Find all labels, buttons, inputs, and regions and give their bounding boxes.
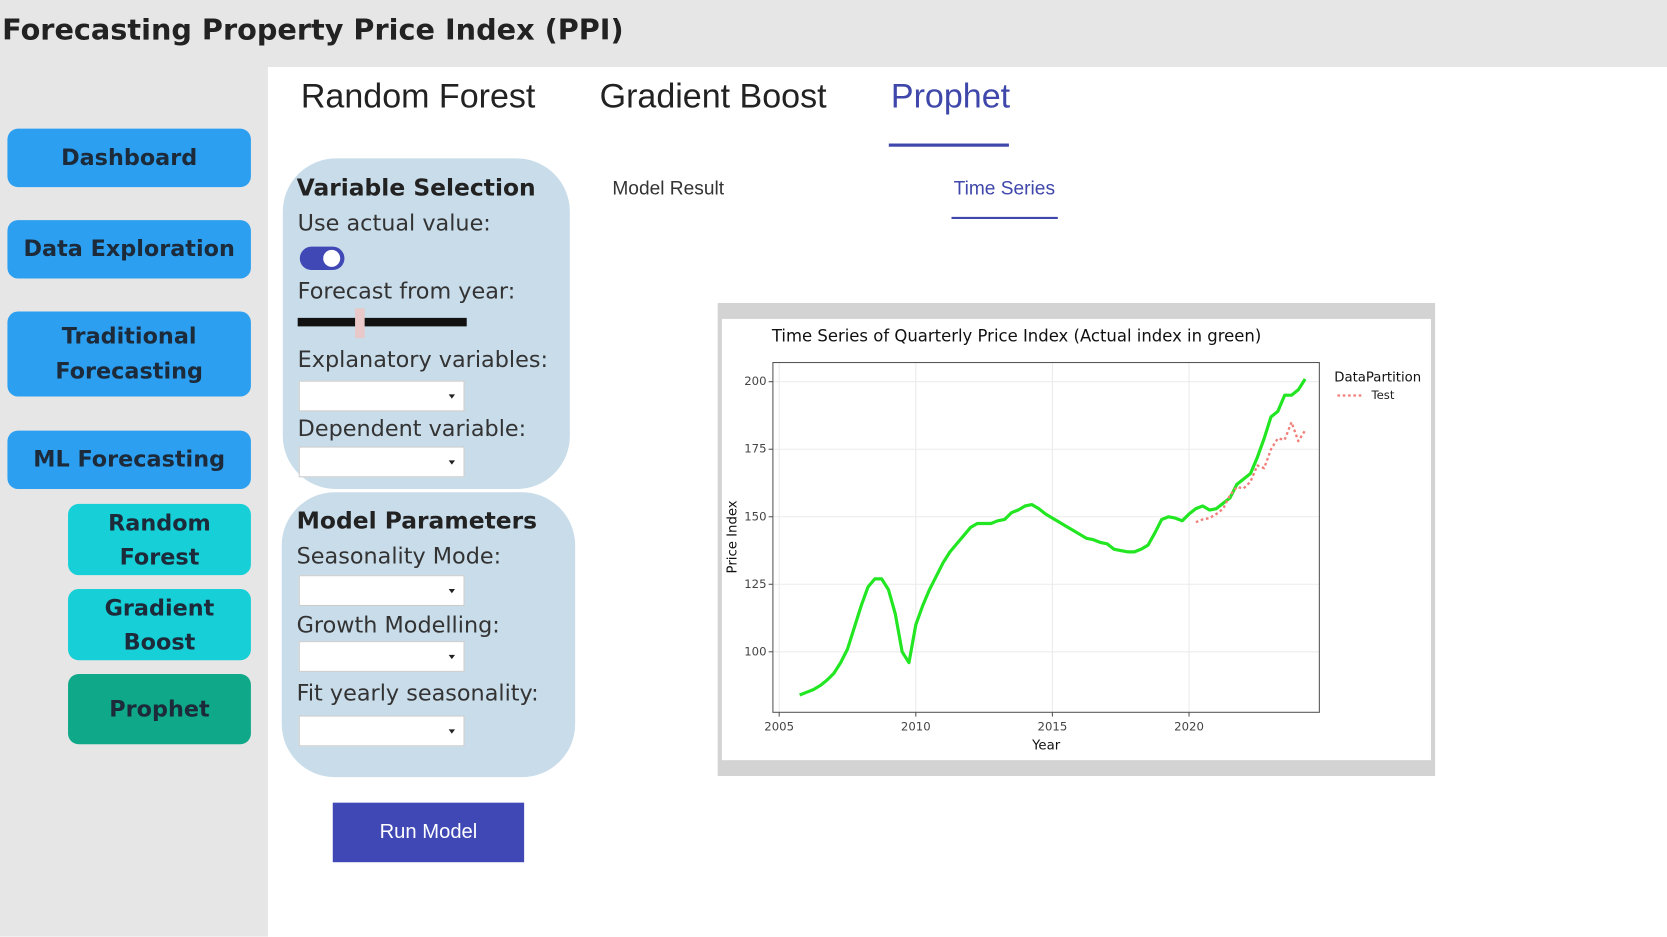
- dropdown[interactable]: [298, 380, 465, 412]
- run-button[interactable]: Run Model: [332, 802, 525, 863]
- toggle-knob: [323, 249, 341, 267]
- tab-underline: [888, 143, 1009, 147]
- dropdown[interactable]: [298, 715, 465, 747]
- field-label: Use actual value:: [297, 210, 491, 237]
- nav-button[interactable]: Traditional Forecasting: [7, 311, 251, 397]
- series-line: [1195, 421, 1307, 524]
- field-label: Fit yearly seasonality:: [296, 680, 539, 706]
- tab[interactable]: Random Forest: [300, 76, 536, 115]
- sub-nav-button[interactable]: Random Forest: [68, 503, 251, 576]
- chart-background: [721, 318, 1431, 761]
- x-tick-label: 2020: [1174, 720, 1204, 734]
- y-axis-label: Price Index: [726, 500, 741, 573]
- field-label: Forecast from year:: [297, 278, 516, 305]
- app-title: Forecasting Property Price Index (PPI): [2, 13, 624, 47]
- x-tick-label: 2005: [764, 720, 794, 734]
- plot-border: [772, 361, 1320, 713]
- x-tick-label: 2015: [1038, 720, 1068, 734]
- chart-body: Time Series of Quarterly Price Index (Ac…: [726, 327, 1422, 754]
- panel-title: Variable Selection: [296, 175, 536, 202]
- tab[interactable]: Gradient Boost: [599, 76, 827, 115]
- legend-label: Test: [1370, 388, 1394, 402]
- field-label: Growth Modelling:: [296, 612, 500, 638]
- x-tick-label: 2010: [901, 720, 931, 734]
- y-tick-label: 200: [744, 374, 766, 388]
- subtab[interactable]: Model Result: [612, 177, 725, 199]
- slider-track[interactable]: [297, 317, 467, 327]
- legend-title: DataPartition: [1334, 370, 1421, 385]
- y-tick-label: 125: [744, 577, 766, 591]
- y-tick-label: 175: [744, 442, 766, 456]
- field-label: Explanatory variables:: [297, 346, 549, 373]
- field-label: Seasonality Mode:: [296, 543, 502, 569]
- subtab-active[interactable]: Time Series: [953, 177, 1056, 199]
- dropdown[interactable]: [298, 446, 465, 478]
- slider-thumb[interactable]: [355, 308, 365, 339]
- series-line: [799, 378, 1307, 697]
- chart: Time Series of Quarterly Price Index (Ac…: [717, 302, 1436, 777]
- header-bar: [0, 0, 1667, 67]
- subtab-underline: [951, 216, 1058, 220]
- toggle[interactable]: [299, 246, 345, 271]
- panel-title: Model Parameters: [296, 508, 538, 535]
- y-tick-label: 150: [744, 509, 766, 523]
- tab-active[interactable]: Prophet: [890, 76, 1011, 115]
- nav-button[interactable]: Dashboard: [7, 128, 251, 188]
- sub-nav-button[interactable]: Gradient Boost: [68, 588, 251, 661]
- nav-button[interactable]: Data Exploration: [7, 220, 251, 279]
- y-tick-label: 100: [744, 644, 766, 658]
- nav-button[interactable]: ML Forecasting: [7, 430, 251, 490]
- chart-title: Time Series of Quarterly Price Index (Ac…: [771, 327, 1261, 346]
- field-label: Dependent variable:: [297, 415, 527, 442]
- sidebar: [0, 66, 268, 937]
- sub-nav-button[interactable]: Prophet: [68, 674, 251, 745]
- dropdown[interactable]: [298, 641, 465, 672]
- dropdown[interactable]: [298, 575, 465, 606]
- x-axis-label: Year: [1031, 738, 1061, 753]
